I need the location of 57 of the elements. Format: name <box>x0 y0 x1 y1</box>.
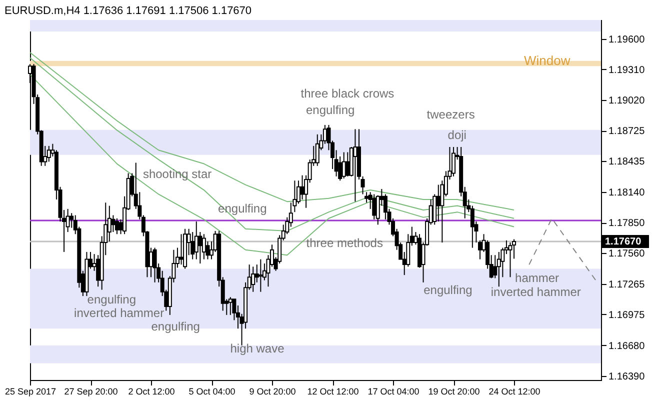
candlestick <box>364 192 369 204</box>
annotation: engulfing <box>151 319 200 334</box>
y-tick-label: 1.16680 <box>608 340 646 352</box>
x-tick-label: 17 Oct 04:00 <box>368 386 420 396</box>
annotation: engulfing <box>306 103 355 117</box>
y-tick-label: 1.19600 <box>608 34 646 46</box>
y-tick-label: 1.18725 <box>608 126 646 138</box>
candlestick <box>452 146 456 177</box>
x-tick-label: 25 Sep 2017 <box>4 386 56 396</box>
candlestick <box>179 234 184 266</box>
annotation: inverted hammer <box>74 306 164 320</box>
candlestick <box>315 134 320 166</box>
y-tick-label: 1.19310 <box>608 64 646 76</box>
candlestick <box>111 214 116 233</box>
candlestick <box>436 184 440 222</box>
annotation: doji <box>448 128 466 142</box>
annotation: three black crows <box>300 86 394 100</box>
annotation: inverted hammer <box>490 284 581 299</box>
annotation: engulfing <box>87 292 136 306</box>
y-tick-label: 1.17850 <box>608 218 646 230</box>
candlestick <box>152 247 157 283</box>
candlestick <box>508 242 512 278</box>
y-tick-label: 1.18435 <box>608 156 646 168</box>
x-tick-label: 9 Oct 20:00 <box>249 386 296 396</box>
x-tick-label: 2 Oct 12:00 <box>128 386 175 396</box>
candlestick <box>114 218 119 235</box>
candlestick <box>258 258 263 292</box>
candlestick <box>194 221 198 260</box>
y-tick-label: 1.19020 <box>608 95 646 106</box>
x-tick-label: 19 Oct 20:00 <box>428 386 480 396</box>
annotation: tweezers <box>426 108 475 122</box>
x-tick-label: 24 Oct 12:00 <box>488 386 540 396</box>
annotation: high wave <box>230 341 285 356</box>
candlestick <box>353 128 358 202</box>
y-tick-label: 1.17265 <box>608 279 646 290</box>
annotation: engulfing <box>424 283 472 297</box>
candlestick <box>198 232 202 264</box>
candlestick <box>346 152 350 177</box>
band-label: Window <box>524 52 571 68</box>
candlestick <box>251 266 256 292</box>
annotation: hammer <box>515 270 560 285</box>
x-tick-label: 5 Oct 04:00 <box>188 386 236 396</box>
candlestick <box>46 145 51 162</box>
candlestick <box>372 194 376 220</box>
x-tick-label: 12 Oct 12:00 <box>307 386 359 396</box>
ref-line-label: 1.17670 <box>605 236 642 248</box>
x-tick-label: 27 Sep 20:00 <box>64 386 118 396</box>
chart-title: EURUSD.m,H4 1.17636 1.17691 1.17506 1.17670 <box>4 5 252 17</box>
y-tick-label: 1.16390 <box>608 371 646 382</box>
y-tick-label: 1.18140 <box>608 188 646 199</box>
y-tick-label: 1.16975 <box>608 310 646 321</box>
candlestick <box>342 152 346 179</box>
y-tick-label: 1.17560 <box>608 248 646 260</box>
candlestick <box>228 296 232 316</box>
candlestick <box>202 234 206 260</box>
annotation: three methods <box>306 236 383 250</box>
candlestick <box>496 251 501 288</box>
